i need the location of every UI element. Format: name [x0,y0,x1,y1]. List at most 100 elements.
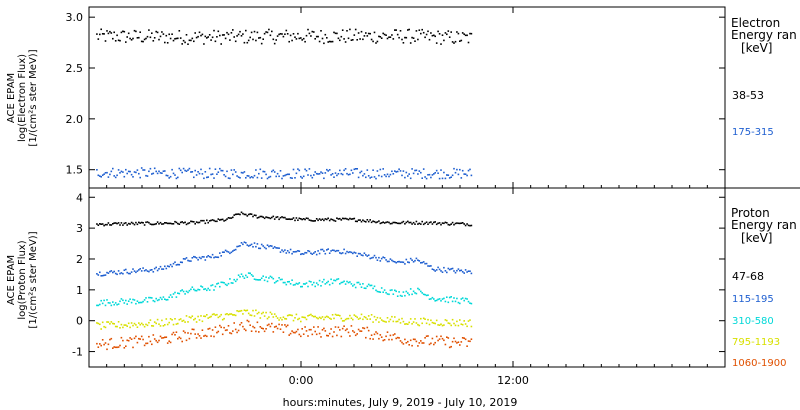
data-point [425,335,428,337]
data-point [174,174,176,176]
data-point [204,259,207,261]
data-point [142,338,144,341]
data-point [385,175,387,178]
data-point [125,41,127,43]
data-point [146,270,149,272]
data-point [409,257,412,260]
data-point [417,223,419,225]
data-point [242,33,244,35]
data-point [308,32,311,35]
data-point [288,173,290,176]
data-point [188,222,191,224]
data-point [310,252,312,255]
data-point [383,222,386,224]
data-point [281,177,283,180]
data-point [320,248,322,251]
data-point [175,323,178,325]
data-point [188,289,191,292]
data-point [464,173,467,175]
data-point [286,173,289,176]
data-point [164,222,166,224]
data-point [323,278,325,281]
data-point [388,293,390,296]
data-point [437,324,439,326]
data-point [187,291,189,294]
data-point [139,176,141,179]
data-point [234,280,237,283]
data-point [359,252,361,255]
data-point [302,175,305,178]
data-point [179,169,182,172]
data-point [405,171,408,174]
data-point [125,168,127,171]
data-point [269,245,272,247]
data-point [420,223,422,225]
data-point [422,261,425,263]
data-point [286,281,289,283]
data-point [421,28,423,31]
data-point [308,250,311,253]
data-point [388,320,390,323]
data-point [300,218,302,220]
data-point [275,175,277,178]
data-point [289,314,292,316]
data-point [169,37,172,40]
data-point [369,284,371,287]
data-point [399,340,402,342]
data-point [454,222,457,225]
data-point [136,169,139,171]
data-point [206,176,208,179]
data-point [123,30,126,33]
data-point [321,218,324,220]
data-point [310,281,312,283]
data-point [243,213,246,216]
data-point [353,217,356,220]
data-point [203,315,205,317]
data-point [467,169,470,172]
data-point [145,221,147,224]
data-point [315,282,318,284]
data-point [295,38,298,40]
data-point [330,40,332,43]
data-point [200,337,202,339]
data-point [279,328,282,330]
data-point [161,172,163,174]
data-point [470,302,473,305]
data-point [337,173,340,175]
data-point [438,324,441,326]
data-point [414,338,416,341]
data-point [365,254,367,256]
data-point [300,320,302,323]
data-point [230,169,233,171]
data-point [122,171,124,173]
data-point [138,172,140,175]
data-point [330,278,332,281]
data-point [168,33,170,36]
data-point [327,280,329,283]
data-point [354,168,357,170]
data-point [334,250,337,253]
data-point [307,285,309,288]
data-point [185,315,188,317]
data-point [263,246,266,249]
data-point [181,43,183,45]
data-point [190,332,192,335]
data-point [143,344,146,347]
data-point [136,300,139,302]
data-point [456,269,458,272]
data-point [164,41,166,44]
data-point [256,321,259,324]
data-point [110,337,113,340]
electron-panel-frame [88,6,726,189]
data-point [122,326,124,329]
data-point [317,173,319,175]
data-point [255,214,257,217]
data-point [203,219,205,222]
data-point [169,318,172,320]
data-point [178,263,181,266]
data-point [311,30,314,33]
data-point [343,248,345,251]
data-point [136,223,139,226]
data-point [200,168,202,171]
data-point [357,252,360,255]
